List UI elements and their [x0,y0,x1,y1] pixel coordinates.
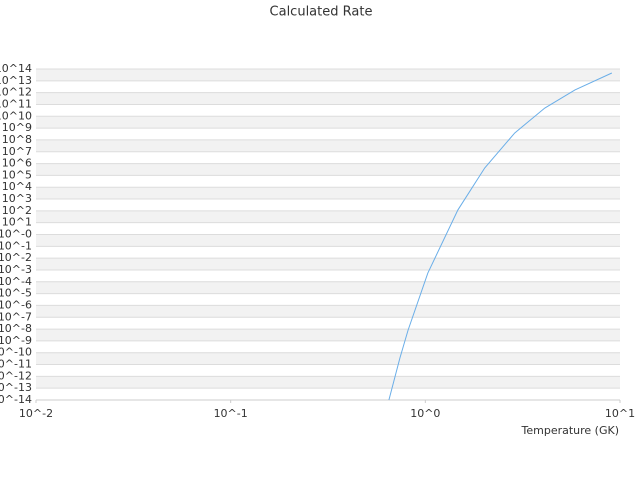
y-tick-label: 10^13 [0,74,32,87]
y-tick-label: 10^14 [0,62,32,75]
y-tick-label: 10^6 [2,157,32,170]
y-tick-label: 10^-10 [0,346,32,359]
y-tick-label: 10^-6 [0,298,32,311]
x-tick-label: 10^1 [605,407,635,420]
grid-band [36,258,620,270]
y-tick-label: 10^-8 [0,322,32,335]
y-tick-label: 10^-13 [0,381,32,394]
y-tick-label: 10^-1 [0,239,32,252]
y-tick-label: 10^-11 [0,358,32,371]
grid-band [36,210,620,223]
y-tick-label: 10^-3 [0,263,32,276]
y-tick-label: 10^3 [2,192,32,205]
y-tick-label: 10^5 [2,168,32,181]
data-line [388,72,613,401]
y-tick-label: 10^10 [0,109,32,122]
grid-band [36,305,620,318]
y-tick-label: 10^1 [2,216,32,229]
x-tick-label: 10^0 [410,407,440,420]
y-tick-label: 10^4 [2,180,32,193]
grid-band [36,69,620,81]
grid-band [36,139,620,152]
grid-band [36,92,620,105]
y-tick-label: 10^11 [0,97,32,110]
y-tick-label: 10^2 [2,204,32,217]
grid-band [36,187,620,200]
y-tick-label: 10^-9 [0,334,32,347]
y-tick-label: 10^-14 [0,393,32,406]
grid [36,68,620,401]
grid-band [36,329,620,341]
y-tick-label: 10^-2 [0,251,32,264]
y-tick-label: 10^12 [0,86,32,99]
y-tick-label: 10^-4 [0,275,32,288]
y-tick-label: 10^-7 [0,310,32,323]
y-tick-label: 10^-5 [0,287,32,300]
y-tick-label: 10^9 [2,121,32,134]
y-tick-label: 10^-12 [0,369,32,382]
y-tick-label: 10^7 [2,145,32,158]
grid-band [36,163,620,176]
y-tick-label: 10^-0 [0,228,32,241]
chart-title: Calculated Rate [270,5,373,20]
y-tick-label: 10^8 [2,133,32,146]
grid-band [36,352,620,365]
grid-band [36,281,620,294]
x-axis-label: Temperature (GK) [521,424,620,437]
x-tick-label: 10^-1 [214,407,248,420]
grid-band [36,234,620,247]
x-tick-label: 10^-2 [19,407,53,420]
grid-band [36,376,620,389]
grid-band [36,116,620,129]
